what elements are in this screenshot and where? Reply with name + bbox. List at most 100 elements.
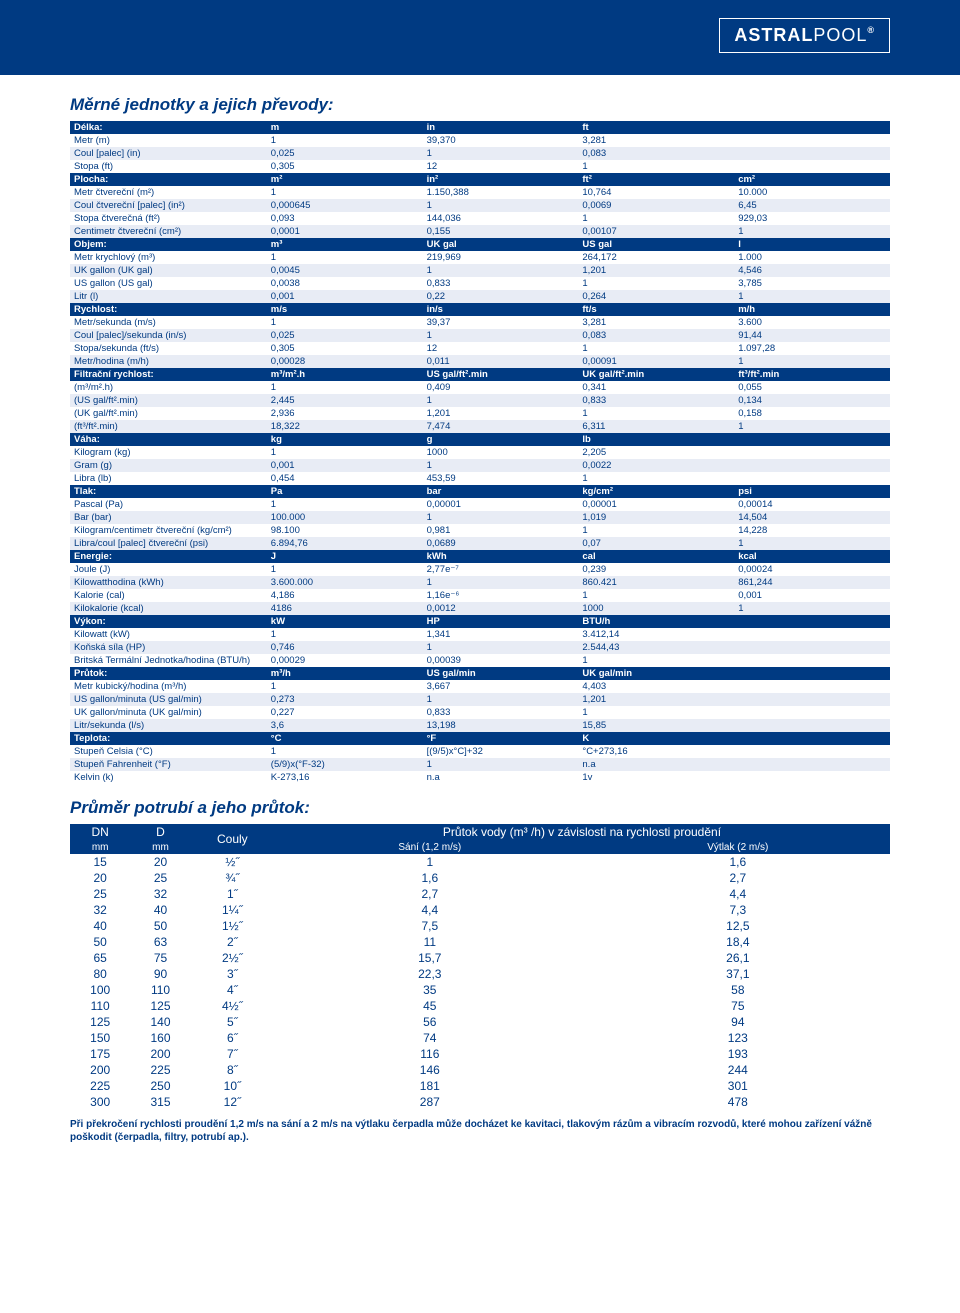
table-row: Bar (bar)100.00011,01914,504 (70, 511, 890, 524)
table-row: Kilowatt (kW)11,3413.412,14 (70, 628, 890, 641)
cell (734, 680, 890, 693)
cell: US gal (578, 238, 734, 251)
cell: Metr/sekunda (m/s) (70, 316, 267, 329)
cell: 1 (578, 706, 734, 719)
cell: (UK gal/ft².min) (70, 407, 267, 420)
cell: 160 (130, 1030, 190, 1046)
cell: Koňská síla (HP) (70, 641, 267, 654)
table-row: Litr (l)0,0010,220,2641 (70, 290, 890, 303)
col-dn: DNmm (70, 824, 130, 854)
table-row: (UK gal/ft².min)2,9361,20110,158 (70, 407, 890, 420)
cell: 0,055 (734, 381, 890, 394)
cell: 0,239 (578, 563, 734, 576)
table-row: 1251405˝5694 (70, 1014, 890, 1030)
table-row: 2025¾˝1,62,7 (70, 870, 890, 886)
cell: 1 (578, 654, 734, 667)
cell: UK gallon (UK gal) (70, 264, 267, 277)
cell: 144,036 (423, 212, 579, 225)
table-row: Objem:m³UK galUS gall (70, 238, 890, 251)
cell: °F (423, 732, 579, 745)
cell: 0,011 (423, 355, 579, 368)
cell: 1 (423, 147, 579, 160)
cell: 0,0001 (267, 225, 423, 238)
cell: 125 (130, 998, 190, 1014)
cell: 0,833 (423, 706, 579, 719)
cell: 1 (423, 459, 579, 472)
cell: 264,172 (578, 251, 734, 264)
cell: in/s (423, 303, 579, 316)
cell: 0,305 (267, 160, 423, 173)
cell: 0,00107 (578, 225, 734, 238)
cell: 0,273 (267, 693, 423, 706)
cell: Bar (bar) (70, 511, 267, 524)
cell: ft³/ft².min (734, 368, 890, 381)
table-row: Kilokalorie (kcal)41860,001210001 (70, 602, 890, 615)
cell: Kilokalorie (kcal) (70, 602, 267, 615)
cell: 100 (70, 982, 130, 998)
table-row: 2002258˝146244 (70, 1062, 890, 1078)
cell: 1˝ (191, 886, 274, 902)
table-row: (m³/m².h)10,4090,3410,055 (70, 381, 890, 394)
cell: Coul [palec] (in) (70, 147, 267, 160)
cell: 1 (423, 264, 579, 277)
cell: 1 (267, 745, 423, 758)
cell: 8˝ (191, 1062, 274, 1078)
cell: 7˝ (191, 1046, 274, 1062)
table-row: (US gal/ft².min)2,44510,8330,134 (70, 394, 890, 407)
cell: UK gal/ft².min (578, 368, 734, 381)
table-row: 65752½˝15,726,1 (70, 950, 890, 966)
cell: ft/s (578, 303, 734, 316)
col-suction: Sání (1,2 m/s) (274, 841, 586, 854)
cell: 140 (130, 1014, 190, 1030)
cell: 75 (130, 950, 190, 966)
cell: (ft³/ft².min) (70, 420, 267, 433)
cell: Výkon: (70, 615, 267, 628)
cell: 1 (578, 212, 734, 225)
cell: 0,00024 (734, 563, 890, 576)
cell: 110 (130, 982, 190, 998)
cell: 0,264 (578, 290, 734, 303)
table-row: Kilogram (kg)110002,205 (70, 446, 890, 459)
cell: [(9/5)x°C]+32 (423, 745, 579, 758)
cell: 287 (274, 1094, 586, 1110)
col-couly: Couly (191, 824, 274, 854)
cell: 1 (423, 693, 579, 706)
cell: 2˝ (191, 934, 274, 950)
cell: m/h (734, 303, 890, 316)
cell: °C+273,16 (578, 745, 734, 758)
cell: 58 (586, 982, 890, 998)
cell: 219,969 (423, 251, 579, 264)
cell: 12 (423, 342, 579, 355)
cell: 18,322 (267, 420, 423, 433)
cell: 1 (267, 134, 423, 147)
cell: 116 (274, 1046, 586, 1062)
cell: 3,281 (578, 316, 734, 329)
header-band: ASTRALPOOL® (0, 0, 960, 75)
cell: 0,001 (267, 290, 423, 303)
cell: in² (423, 173, 579, 186)
cell: US gal/min (423, 667, 579, 680)
cell: 1 (734, 290, 890, 303)
cell: Litr/sekunda (l/s) (70, 719, 267, 732)
cell: 18,4 (586, 934, 890, 950)
cell: Průtok: (70, 667, 267, 680)
cell: BTU/h (578, 615, 734, 628)
cell: 1½˝ (191, 918, 274, 934)
cell: g (423, 433, 579, 446)
cell: 4186 (267, 602, 423, 615)
cell: Pa (267, 485, 423, 498)
table-row: 25321˝2,74,4 (70, 886, 890, 902)
cell: 929,03 (734, 212, 890, 225)
cell: (US gal/ft².min) (70, 394, 267, 407)
cell (734, 732, 890, 745)
col-d: Dmm (130, 824, 190, 854)
cell: 12˝ (191, 1094, 274, 1110)
cell: 1 (578, 407, 734, 420)
table-row: 1001104˝3558 (70, 982, 890, 998)
cell: 1000 (578, 602, 734, 615)
table-row: Libra/coul [palec] čtvereční (psi)6.894,… (70, 537, 890, 550)
cell: Kelvin (k) (70, 771, 267, 784)
cell (734, 628, 890, 641)
cell: 181 (274, 1078, 586, 1094)
cell: 1 (578, 160, 734, 173)
